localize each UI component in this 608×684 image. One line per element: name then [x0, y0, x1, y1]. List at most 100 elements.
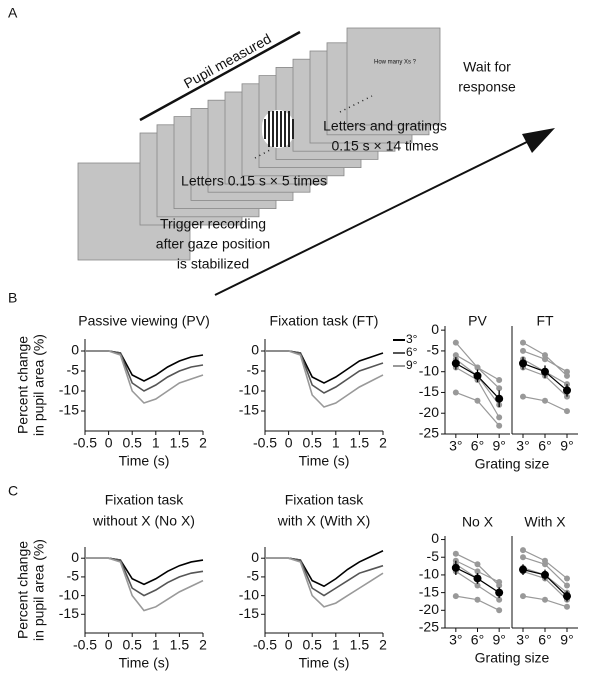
y-tick-label: 0	[71, 342, 79, 358]
point	[519, 359, 527, 368]
point	[496, 607, 503, 614]
x-tick-label: 1.5	[350, 637, 370, 653]
point	[451, 359, 460, 368]
y-axis-label: Percent change	[15, 541, 31, 639]
point	[520, 547, 526, 554]
x-tick-label: 0.5	[122, 637, 142, 653]
x-tick-label: 2	[199, 435, 207, 451]
x-tick-label: 6°	[538, 632, 551, 648]
series-line	[265, 350, 384, 394]
diagram-text: Trigger recording	[160, 216, 266, 232]
series-line	[85, 350, 204, 382]
frame	[346, 27, 441, 126]
point	[520, 554, 526, 561]
point	[495, 588, 504, 597]
y-tick-label: -15	[59, 402, 79, 418]
x-tick-label: 1	[332, 435, 340, 451]
series-line	[265, 550, 384, 588]
chart-title: With X	[524, 514, 566, 530]
point	[564, 372, 570, 379]
y-axis-label: in pupil area (%)	[31, 334, 47, 436]
point	[564, 582, 570, 589]
point	[520, 347, 526, 354]
chart-title: Passive viewing (PV)	[78, 313, 210, 329]
series-line	[85, 557, 204, 612]
x-tick-label: -0.5	[73, 637, 97, 653]
point	[452, 389, 459, 396]
x-tick-label: 0	[285, 637, 293, 653]
x-tick-label: 3°	[449, 632, 462, 648]
grating-bar	[284, 111, 286, 147]
series-line	[85, 350, 204, 404]
point	[474, 561, 481, 568]
x-tick-label: 6°	[471, 438, 484, 454]
point	[474, 397, 481, 404]
chart-title: PV	[468, 313, 487, 329]
x-tick-label: 0.5	[302, 435, 322, 451]
legend-label: 9°	[406, 358, 418, 372]
x-tick-label: 1.5	[350, 435, 370, 451]
grating-bar	[280, 111, 282, 147]
series-line	[455, 391, 500, 427]
point	[452, 593, 459, 600]
chart-title: without X (No X)	[92, 513, 195, 529]
point	[473, 371, 482, 380]
point	[495, 394, 504, 403]
point	[496, 579, 503, 585]
y-axis-label: in pupil area (%)	[31, 539, 47, 641]
point	[542, 397, 548, 404]
point	[452, 352, 459, 359]
y-tick-label: -10	[239, 586, 259, 602]
y-tick-label: -15	[419, 383, 439, 399]
x-tick-label: 6°	[471, 632, 484, 648]
x-tick-label: 1	[152, 637, 160, 653]
y-tick-label: -10	[419, 566, 439, 582]
chart-title: FT	[536, 313, 554, 329]
x-tick-label: 2	[379, 435, 387, 451]
chart-title: Fixation task	[285, 492, 365, 508]
y-tick-label: -20	[419, 601, 439, 617]
x-tick-label: 1.5	[170, 637, 190, 653]
x-tick-label: 3°	[516, 632, 529, 648]
series-line	[85, 557, 204, 586]
point	[520, 393, 526, 400]
legend-label: 3°	[406, 332, 418, 346]
point	[474, 568, 481, 575]
x-tick-label: 6°	[538, 438, 551, 454]
y-tick-label: -5	[427, 342, 440, 358]
x-axis-label: Time (s)	[119, 655, 170, 671]
point	[474, 582, 481, 589]
y-tick-label: -15	[239, 402, 259, 418]
diagram-text: 0.15 s × 14 times	[331, 138, 438, 154]
point	[542, 356, 548, 363]
point	[520, 339, 526, 346]
x-tick-label: 3°	[449, 438, 462, 454]
x-tick-label: -0.5	[253, 637, 277, 653]
panel-label: C	[8, 483, 18, 499]
diagram-text: response	[458, 79, 516, 95]
grating-bar	[292, 119, 294, 139]
x-tick-label: 0	[105, 637, 113, 653]
diagram-text: after gaze position	[156, 236, 270, 252]
panel-label: A	[8, 5, 18, 21]
y-axis-label: Percent change	[15, 336, 31, 434]
x-tick-label: 2	[379, 637, 387, 653]
y-tick-label: -10	[239, 382, 259, 398]
grating-bar	[276, 111, 278, 147]
x-tick-label: 0.5	[122, 435, 142, 451]
pupil-line	[139, 30, 301, 122]
y-tick-label: -5	[67, 568, 80, 584]
y-tick-label: -15	[419, 583, 439, 599]
x-tick-label: 9°	[492, 632, 505, 648]
point	[474, 596, 481, 603]
x-tick-label: 0	[105, 435, 113, 451]
arrow-head	[522, 128, 555, 153]
diagram-text: Letters and gratings	[323, 118, 447, 134]
x-axis-label: Grating size	[475, 456, 550, 472]
dots	[339, 95, 373, 113]
point	[563, 592, 571, 601]
y-tick-label: -15	[59, 605, 79, 621]
point	[564, 603, 570, 610]
point	[473, 574, 482, 583]
